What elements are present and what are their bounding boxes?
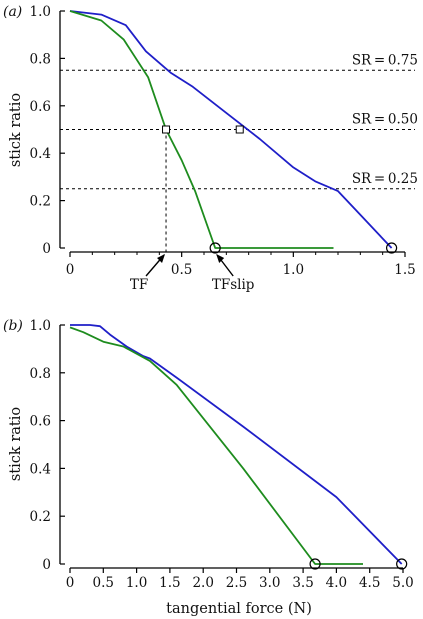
panel-a-y-tick-label-0-4: 0.4 bbox=[30, 146, 51, 162]
panel-b-circle-marker-1 bbox=[396, 558, 408, 570]
panel-a-y-tick-label-0-8: 0.8 bbox=[30, 51, 51, 67]
panel-a-x-tick-label-0: 0 bbox=[66, 262, 75, 278]
panel-a-circle-marker-0 bbox=[209, 242, 221, 254]
panel-b-x-tick-label-3-0: 3.0 bbox=[259, 575, 280, 591]
panel-a-x-tick-label-1-0: 1.0 bbox=[283, 262, 304, 278]
panel-b-x-tick-label-5-0: 5.0 bbox=[392, 575, 413, 591]
panel-a-y-tick-label-0-2: 0.2 bbox=[30, 194, 51, 210]
panel-a-square-marker-0 bbox=[162, 125, 171, 134]
annotation-tfslip: TFslip bbox=[212, 277, 255, 293]
panel-b-circle-marker-0 bbox=[309, 558, 321, 570]
panel-a-annotations: TF TFslip SR = 0.75 SR = 0.50 SR = 0.25 bbox=[130, 52, 418, 293]
panel-b-y-tick-label-0-2: 0.2 bbox=[30, 509, 51, 525]
panel-a-x-tick-label-0-5: 0.5 bbox=[171, 262, 192, 278]
panel-b-x-tick-label-4-5: 4.5 bbox=[359, 575, 380, 591]
panel-b-y-tick-label-0-8: 0.8 bbox=[30, 366, 51, 382]
panel-a-x-tick-label-1-5: 1.5 bbox=[394, 262, 415, 278]
panel-b-axes: 0 0.2 0.4 0.6 0.8 1.0 0 0.5 1.0 1.5 2.0 2.5 3.0 3.5 4.… bbox=[30, 318, 414, 591]
panel-a: (a) stick ratio 0 0.2 0.4 0.6 0.8 1.0 0 0.5 1.0 1… bbox=[3, 4, 418, 293]
panel-b-y-tick-label-0-4: 0.4 bbox=[30, 461, 51, 477]
panel-b: (b) stick ratio tangential force (N) 0 0.… bbox=[3, 318, 414, 617]
panel-b-x-tick-label-2-5: 2.5 bbox=[226, 575, 247, 591]
panel-a-series bbox=[69, 10, 393, 249]
panel-b-label: (b) bbox=[3, 318, 23, 334]
panel-b-x-tick-label-3-5: 3.5 bbox=[292, 575, 313, 591]
panel-a-y-tick-label-0-6: 0.6 bbox=[30, 99, 51, 115]
panel-b-xlabel: tangential force (N) bbox=[166, 601, 312, 617]
tf-arrow-head bbox=[157, 254, 166, 263]
reference-line-label-sr-050: SR = 0.50 bbox=[352, 112, 418, 128]
reference-line-label-sr-075: SR = 0.75 bbox=[352, 52, 418, 68]
panel-b-ylabel: stick ratio bbox=[8, 407, 24, 481]
tfslip-arrow-head bbox=[216, 254, 225, 263]
panel-a-reference-lines bbox=[60, 69, 415, 252]
panel-b-y-tick-label-0: 0 bbox=[42, 557, 51, 573]
reference-line-label-sr-025: SR = 0.25 bbox=[352, 171, 418, 187]
panel-b-series bbox=[69, 324, 403, 565]
panel-b-markers bbox=[309, 558, 408, 570]
panel-b-x-tick-label-2-0: 2.0 bbox=[192, 575, 213, 591]
panel-b-x-tick-label-0: 0 bbox=[66, 575, 75, 591]
panel-b-x-tick-label-0-5: 0.5 bbox=[93, 575, 114, 591]
panel-b-x-tick-label-1-5: 1.5 bbox=[159, 575, 180, 591]
panel-b-series-blue bbox=[70, 324, 403, 565]
panel-a-ylabel: stick ratio bbox=[8, 93, 24, 167]
panel-a-series-blue bbox=[69, 10, 393, 249]
panel-a-circle-marker-1 bbox=[386, 242, 398, 254]
panel-b-y-tick-label-0-6: 0.6 bbox=[30, 414, 51, 430]
panel-b-x-tick-label-1-0: 1.0 bbox=[126, 575, 147, 591]
panel-a-markers bbox=[162, 125, 398, 254]
annotation-tf: TF bbox=[130, 277, 148, 293]
panel-a-y-tick-label-1-0: 1.0 bbox=[30, 4, 51, 20]
panel-a-series-green bbox=[69, 10, 334, 249]
panel-b-series-green bbox=[69, 326, 363, 565]
panel-a-square-marker-1 bbox=[235, 125, 244, 134]
panel-a-y-tick-label-0: 0 bbox=[42, 241, 51, 257]
panel-b-y-tick-label-1-0: 1.0 bbox=[30, 318, 51, 334]
panel-a-axes: 0 0.2 0.4 0.6 0.8 1.0 0 0.5 1.0 1.5 bbox=[30, 4, 416, 278]
panel-b-x-tick-label-4-0: 4.0 bbox=[326, 575, 347, 591]
panel-a-label: (a) bbox=[3, 4, 22, 20]
